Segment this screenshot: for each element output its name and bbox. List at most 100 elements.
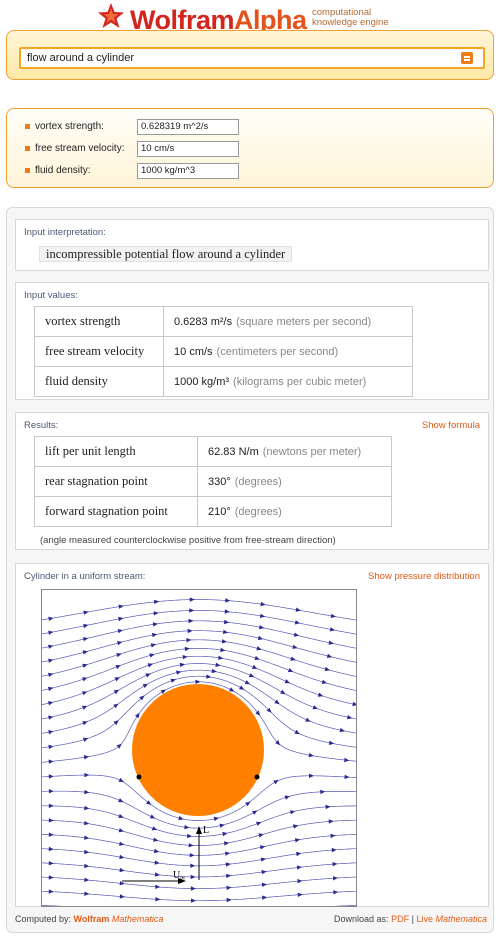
streamline-arrow [147, 663, 153, 668]
rear-stagnation-point [254, 774, 260, 780]
streamline-arrow [321, 679, 328, 684]
streamline-arrow [297, 892, 303, 897]
streamline-arrow [178, 815, 184, 821]
streamline-arrow [149, 814, 156, 819]
streamline-arrow [225, 598, 231, 603]
streamline-arrow [224, 609, 230, 614]
streamline-arrow [206, 674, 212, 679]
streamline-arrow [151, 826, 158, 831]
free-stream-velocity-input[interactable]: 10 cm/s [137, 141, 239, 157]
streamline-arrow [294, 838, 301, 843]
assumption-vortex-strength: vortex strength: [25, 118, 104, 136]
streamline-arrow [153, 611, 159, 616]
streamline-arrow [184, 646, 190, 652]
streamline-arrow [82, 721, 88, 726]
streamline-arrow [142, 683, 148, 689]
table-row: vortex strength 0.6283 m²/s (square meter… [34, 306, 413, 337]
stream-label: U∞ [173, 870, 185, 882]
streamline-arrow [84, 863, 90, 869]
streamline [33, 904, 359, 914]
wolfram-mathematica-link[interactable]: Wolfram Mathematica [73, 914, 164, 924]
streamline [32, 630, 359, 665]
streamline-arrow [48, 701, 54, 706]
streamline-arrow [189, 597, 195, 602]
streamline-arrow [184, 824, 190, 830]
lift-vector: L [196, 825, 209, 880]
live-mathematica-link[interactable]: Live Mathematica [416, 914, 487, 924]
bullet-icon [25, 123, 30, 129]
streamline-arrow [296, 865, 302, 870]
row-label: fluid density [34, 366, 164, 397]
streamline-arrow [317, 692, 324, 697]
table-row: lift per unit length 62.83 N/m (newtons p… [34, 436, 392, 467]
vortex-strength-input[interactable]: 0.628319 m^2/s [137, 119, 239, 135]
streamline-arrow [284, 679, 290, 684]
streamline-arrow [312, 705, 318, 710]
streamline-arrow [226, 897, 232, 903]
streamline-arrow [119, 867, 125, 873]
streamline-arrow [219, 823, 225, 828]
table-row: rear stagnation point 330° (degrees) [34, 466, 392, 497]
streamline-arrow [119, 854, 125, 860]
input-values-table: vortex strength 0.6283 m²/s (square meter… [34, 306, 413, 397]
streamline-arrow [114, 677, 120, 682]
streamline-arrow [293, 632, 300, 637]
results-note: (angle measured counterclockwise positiv… [40, 535, 336, 546]
streamline-arrow [309, 773, 314, 778]
streamline-arrow [226, 885, 232, 890]
streamline-arrow [48, 744, 54, 750]
streamline-arrow [151, 632, 158, 638]
streamline-arrow [259, 613, 266, 618]
streamline-arrow [48, 715, 54, 720]
streamline-arrow [347, 715, 353, 720]
streamline [32, 774, 359, 821]
row-value: 62.83 N/m (newtons per meter) [197, 436, 392, 467]
streamline-arrow [260, 601, 266, 607]
streamline-arrow [83, 755, 90, 760]
streamline-arrow [284, 795, 290, 800]
streamline-arrow [48, 759, 54, 764]
streamline-arrow [324, 666, 330, 672]
interpretation-text: incompressible potential flow around a c… [39, 246, 293, 262]
streamline-arrow [146, 800, 152, 805]
streamline-arrow [195, 679, 201, 684]
streamline-arrow [83, 737, 89, 742]
streamline-arrow [160, 689, 166, 694]
streamline-arrow [226, 873, 232, 879]
fluid-density-input[interactable]: 1000 kg/m^3 [137, 163, 239, 179]
streamline-arrow [211, 668, 217, 674]
streamline-arrow [82, 705, 88, 710]
streamline-arrow [113, 689, 120, 695]
streamline-arrow [222, 831, 228, 837]
flow-plot-svg: L U∞ [32, 597, 359, 914]
show-formula-link[interactable]: Show formula [421, 420, 480, 431]
streamline-arrow [48, 730, 54, 735]
streamline-arrow [48, 803, 54, 808]
streamline-arrow [244, 680, 251, 685]
streamline-arrow [187, 833, 193, 839]
streamline-arrow [296, 851, 302, 857]
streamline-arrow [154, 860, 160, 865]
streamline-arrow [215, 662, 221, 667]
streamline-arrow [119, 881, 125, 886]
show-pressure-distribution-link[interactable]: Show pressure distribution [368, 571, 480, 582]
streamline-arrow [189, 608, 195, 613]
query-input[interactable]: flow around a cylinder [19, 47, 485, 69]
row-value: 0.6283 m²/s (square meters per second) [163, 306, 413, 337]
streamline [32, 610, 359, 636]
streamline-arrow [252, 810, 258, 815]
streamline-arrow [84, 772, 90, 778]
row-label: free stream velocity [34, 336, 164, 367]
streamline-arrow [330, 613, 336, 618]
equals-go-button[interactable] [461, 52, 473, 64]
pdf-link[interactable]: PDF [391, 914, 410, 924]
assumption-free-stream-velocity: free stream velocity: [25, 140, 124, 158]
streamline-arrow [189, 853, 195, 858]
bullet-icon [25, 167, 30, 173]
streamline-arrow [84, 820, 90, 826]
streamlines [32, 597, 359, 914]
streamline-arrow [84, 891, 90, 896]
streamline [33, 890, 359, 902]
streamline-arrow [117, 629, 123, 634]
streamline-arrow [294, 729, 300, 735]
